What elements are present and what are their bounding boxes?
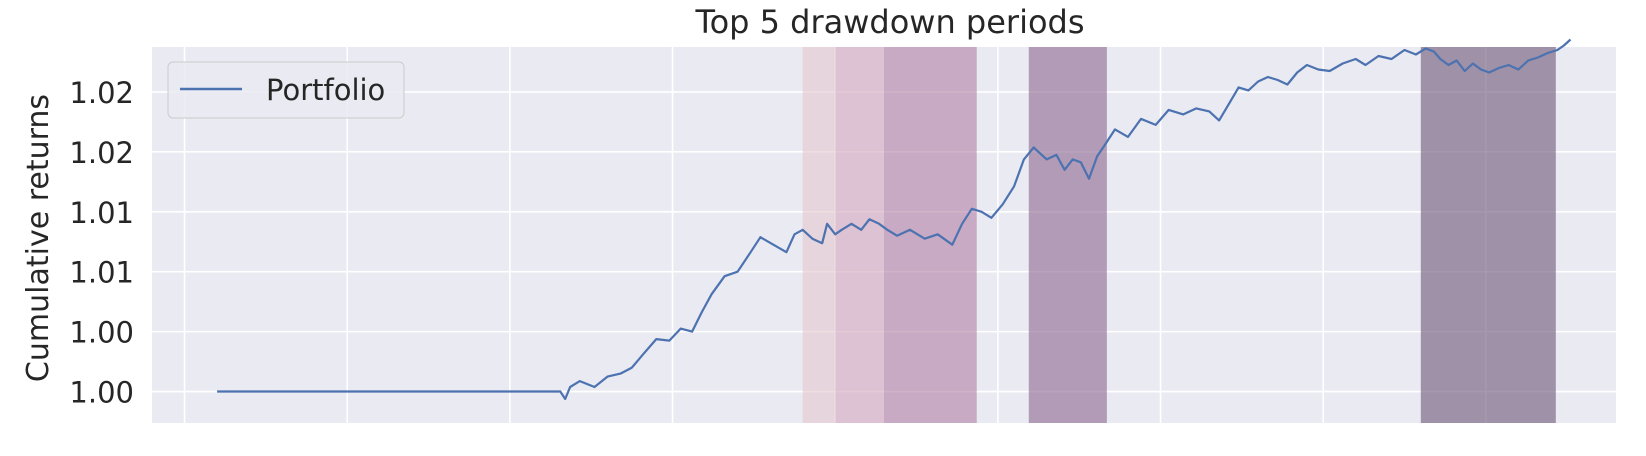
y-tick-label: 1.01	[69, 196, 134, 230]
series-line-portfolio	[217, 38, 1572, 401]
y-tick-label: 1.00	[69, 316, 134, 350]
legend: Portfolio	[167, 61, 405, 119]
drawdown-period-2	[1028, 47, 1107, 423]
drawdown-period-4	[835, 47, 884, 423]
series-layer	[217, 38, 1572, 401]
y-tick-label: 1.02	[69, 136, 134, 170]
y-tick-labels: 1.00 1.00 1.01 1.01 1.02 1.02	[69, 76, 134, 410]
drawdown-period-1	[1420, 47, 1556, 423]
y-axis-label: Cumulative returns	[21, 94, 56, 382]
y-tick-label: 1.01	[69, 256, 134, 290]
legend-entry-portfolio: Portfolio	[266, 73, 385, 107]
legend-box	[167, 61, 405, 119]
y-tick-label: 1.02	[69, 76, 134, 110]
y-tick-label: 1.00	[69, 376, 134, 410]
chart-title: Top 5 drawdown periods	[694, 3, 1084, 41]
